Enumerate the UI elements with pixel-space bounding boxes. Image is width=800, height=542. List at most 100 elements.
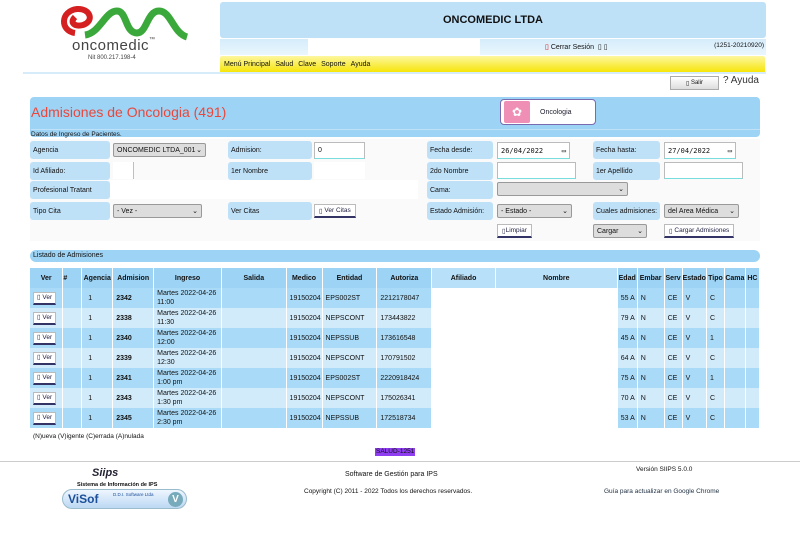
nombre2-label: 2do Nombre (427, 162, 493, 180)
fecha-hasta-label: Fecha hasta: (593, 141, 660, 159)
oncomedic-logo (61, 6, 189, 41)
cell-estado: V (682, 288, 707, 308)
cell-entidad: EPS002ST (322, 288, 378, 308)
view-button[interactable]: ▯ Ver (33, 391, 57, 405)
exit-button[interactable]: ▯ Salir (670, 76, 719, 90)
chrome-guide-link[interactable]: Guía para actualizar en Google Chrome (604, 488, 720, 495)
fecha-desde-input[interactable]: 26/04/2022 ▭ (497, 142, 570, 159)
icon[interactable]: ▯ (597, 44, 602, 51)
cell-ingreso: Martes 2022-04-26 11:00 (153, 288, 223, 308)
title-panel (30, 97, 760, 137)
cell-ingreso: Martes 2022-04-26 1:00 pm (153, 368, 223, 388)
view-icon: ▯ (37, 333, 43, 341)
help-link[interactable]: ? Ayuda (723, 75, 759, 86)
cell-edad: 64 A (617, 348, 638, 368)
id-afiliado-input[interactable] (113, 162, 134, 179)
column-header: Estado (682, 268, 707, 288)
cama-label: Cama: (427, 181, 493, 199)
cell-agencia: 1 (81, 348, 114, 368)
column-header: Embar (637, 268, 665, 288)
cell-embar: N (637, 388, 665, 408)
apellido1-input[interactable] (664, 162, 743, 179)
view-icon: ▯ (37, 313, 43, 321)
logout-link[interactable]: ▯ Cerrar Sesión ▯ ▯ (545, 44, 608, 51)
cell-medico: 19150204 (286, 328, 323, 348)
menu-item-clave[interactable]: Clave (298, 61, 317, 68)
oncologia-button[interactable]: ✿ Oncologia (500, 99, 596, 125)
view-button[interactable]: ▯ Ver (33, 291, 57, 305)
profesional-label: Profesional Tratant (30, 181, 110, 199)
cama-select[interactable]: ⌄ (497, 182, 628, 196)
view-button[interactable]: ▯ Ver (33, 411, 57, 425)
limpiar-button[interactable]: ▯ Limpiar (497, 224, 532, 238)
view-button[interactable]: ▯ Ver (33, 351, 57, 365)
cargar-select[interactable]: Cargar ⌄ (593, 224, 647, 238)
menu-item-salud[interactable]: Salud (275, 61, 294, 68)
cell-estado: V (682, 328, 707, 348)
calendar-icon[interactable]: ▭ (727, 146, 732, 155)
cell-ingreso: Martes 2022-04-26 12:00 (153, 328, 223, 348)
cell-cama (724, 388, 746, 408)
column-header: HC (745, 268, 761, 288)
estado-label: Estado Admisión: (427, 202, 493, 220)
admision-input[interactable]: 0 (314, 142, 365, 159)
cell-ingreso: Martes 2022-04-26 11:30 (153, 308, 223, 328)
cell-medico: 19150204 (286, 348, 323, 368)
cuales-select[interactable]: del Area Médica ⌄ (664, 204, 739, 218)
clear-icon: ▯ (502, 227, 506, 235)
view-button[interactable]: ▯ Ver (33, 311, 57, 325)
view-icon: ▯ (319, 207, 325, 215)
cell-num (62, 328, 83, 348)
cell-serv: CE (664, 368, 683, 388)
tipo-cita-select[interactable]: - Vez - ⌄ (113, 204, 202, 218)
footer-software: Software de Gestión para IPS (345, 471, 438, 478)
cell-embar: N (637, 368, 665, 388)
fecha-hasta-input[interactable]: 27/04/2022 ▭ (664, 142, 736, 159)
nombre2-input[interactable] (497, 162, 576, 179)
siips-logo: Siips (92, 467, 119, 479)
nombre1-input[interactable] (314, 162, 365, 179)
menu-item-principal[interactable]: Menú Principal (224, 61, 271, 68)
cell-tipo: 1 (706, 328, 725, 348)
cell-num (62, 388, 83, 408)
column-header: Serv (664, 268, 683, 288)
calendar-icon[interactable]: ▭ (561, 146, 566, 155)
siips-tagline: Sistema de Información de IPS (77, 482, 158, 488)
cell-medico: 19150204 (286, 368, 323, 388)
page-title: Admisiones de Oncologia (491) (31, 104, 227, 120)
chevron-down-icon: ⌄ (196, 147, 202, 154)
footer-copyright: Copyright (C) 2011 - 2022 Todos los dere… (304, 488, 473, 495)
chevron-down-icon: ⌄ (637, 228, 643, 235)
estado-select[interactable]: - Estado - ⌄ (497, 204, 572, 218)
visof-logo: ViSof D.D.I. Software Ltda V (62, 489, 187, 509)
cell-admision: 2339 (112, 348, 155, 368)
cell-hc (745, 388, 761, 408)
view-button[interactable]: ▯ Ver (33, 331, 57, 345)
cell-nombre (495, 368, 618, 388)
cell-embar: N (637, 288, 665, 308)
cell-ingreso: Martes 2022-04-26 1:30 pm (153, 388, 223, 408)
view-icon: ▯ (37, 293, 43, 301)
ver-citas-button[interactable]: ▯ Ver Citas (314, 204, 356, 218)
cell-admision: 2342 (112, 288, 155, 308)
menu-item-ayuda[interactable]: Ayuda (350, 61, 371, 68)
cell-autoriza: 175026341 (376, 388, 433, 408)
agencia-select[interactable]: ONCOMEDIC LTDA_001 ⌄ (113, 143, 206, 157)
profesional-input[interactable] (110, 180, 418, 199)
page-subtitle: Datos de Ingreso de Pacientes. (31, 129, 760, 138)
table-row: ▯ Ver 1 2340 Martes 2022-04-26 12:00 19150204… (30, 328, 761, 348)
view-icon: ▯ (37, 393, 43, 401)
icon[interactable]: ▯ (603, 44, 608, 51)
cell-hc (745, 368, 761, 388)
cell-tipo: C (706, 408, 725, 428)
menu-item-soporte[interactable]: Soporte (321, 61, 346, 68)
cell-nombre (495, 388, 618, 408)
cargar-admisiones-button[interactable]: ▯ Cargar Admisiones (664, 224, 735, 238)
cell-cama (724, 308, 746, 328)
cell-medico: 19150204 (286, 288, 323, 308)
cell-estado: V (682, 368, 707, 388)
cell-estado: V (682, 388, 707, 408)
cell-entidad: EPS002ST (322, 368, 378, 388)
view-button[interactable]: ▯ Ver (33, 371, 57, 385)
cell-edad: 79 A (617, 308, 638, 328)
